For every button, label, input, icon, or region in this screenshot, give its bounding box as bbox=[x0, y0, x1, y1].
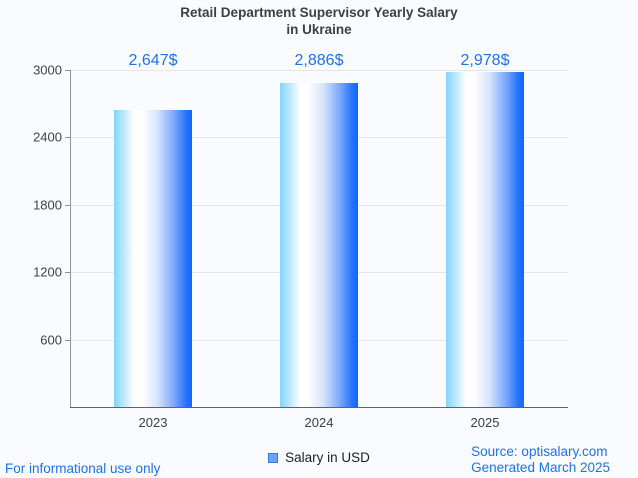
informational-note: For informational use only bbox=[5, 461, 161, 476]
x-tick-label-2025: 2025 bbox=[470, 415, 500, 430]
chart-title-line2: in Ukraine bbox=[286, 21, 352, 37]
y-axis bbox=[70, 70, 71, 407]
legend-marker-square-icon bbox=[268, 452, 279, 463]
y-tick-label-1200: 1200 bbox=[33, 264, 62, 280]
bar-2024[interactable] bbox=[280, 82, 358, 407]
bar-2023[interactable] bbox=[114, 109, 192, 407]
y-tick-label-600: 600 bbox=[40, 332, 62, 348]
generated-date: Generated March 2025 bbox=[471, 460, 610, 476]
bar-2025[interactable] bbox=[446, 72, 524, 407]
chart-title: Retail Department Supervisor Yearly Sala… bbox=[0, 5, 638, 39]
value-label-2025: 2,978$ bbox=[460, 52, 510, 69]
y-tick-1200 bbox=[65, 272, 70, 274]
y-tick-600 bbox=[65, 339, 70, 341]
y-tick-3000 bbox=[65, 70, 70, 71]
x-tick-label-2024: 2024 bbox=[304, 415, 334, 430]
source-link[interactable]: Source: optisalary.com bbox=[471, 444, 608, 459]
value-label-2023: 2,647$ bbox=[128, 52, 178, 69]
y-tick-label-1800: 1800 bbox=[33, 197, 62, 213]
x-tick-label-2023: 2023 bbox=[138, 415, 168, 430]
y-tick-1800 bbox=[65, 204, 70, 206]
chart-title-line1: Retail Department Supervisor Yearly Sala… bbox=[180, 5, 458, 20]
source-block: Source: optisalary.com Generated March 2… bbox=[471, 444, 610, 477]
legend-label: Salary in USD bbox=[285, 450, 370, 465]
legend: Salary in USD bbox=[0, 450, 638, 465]
y-tick-label-3000: 3000 bbox=[33, 62, 62, 78]
x-axis bbox=[70, 407, 568, 408]
value-label-2024: 2,886$ bbox=[294, 52, 344, 69]
gridline-3000 bbox=[70, 70, 568, 71]
y-tick-label-2400: 2400 bbox=[33, 129, 62, 145]
y-tick-2400 bbox=[65, 137, 70, 139]
